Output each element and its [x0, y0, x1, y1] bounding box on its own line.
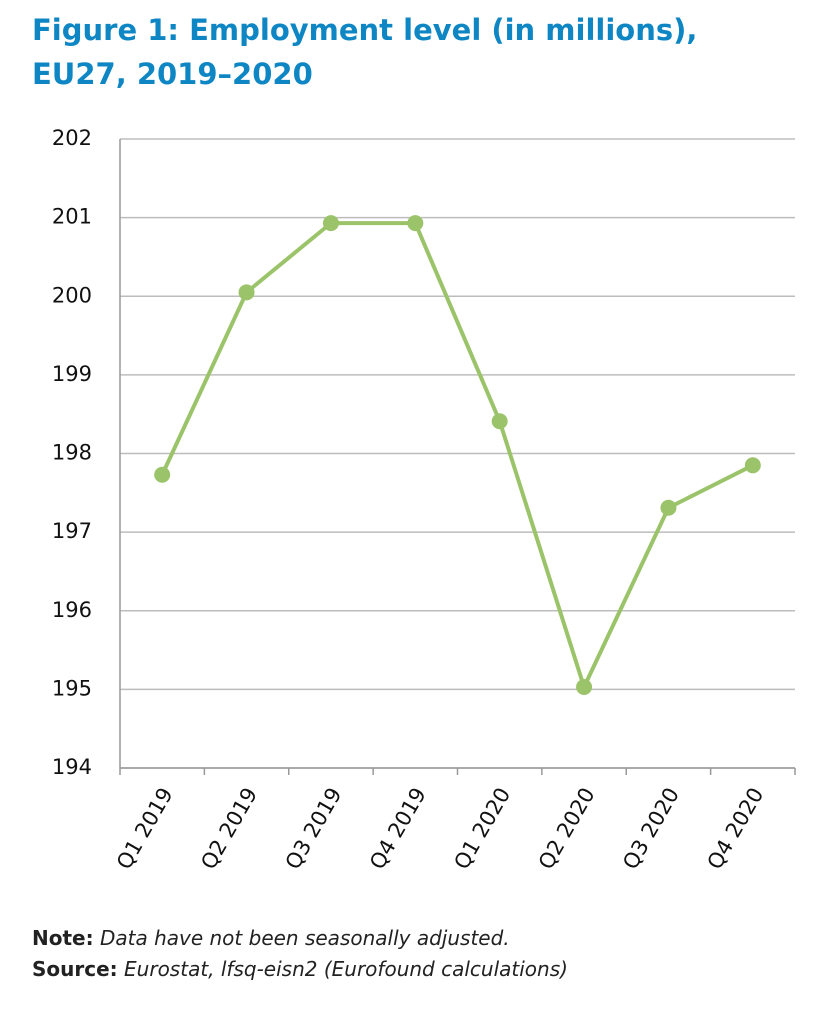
data-point — [576, 679, 593, 696]
x-tick-label: Q3 2020 — [618, 784, 684, 874]
x-tick-label: Q1 2020 — [449, 784, 515, 874]
data-point — [407, 215, 424, 232]
x-tick-label: Q3 2019 — [281, 784, 347, 874]
x-tick-label: Q2 2020 — [534, 784, 600, 874]
y-tick-label: 196 — [52, 598, 92, 622]
note: Note: Data have not been seasonally adju… — [32, 926, 510, 950]
y-tick-label: 197 — [52, 519, 92, 543]
source: Source: Eurostat, lfsq-eisn2 (Eurofound … — [32, 957, 568, 981]
data-point — [238, 284, 255, 301]
chart-title: Figure 1: Employment level (in millions)… — [32, 13, 698, 91]
note-label: Note: — [32, 926, 94, 950]
y-tick-label: 199 — [52, 362, 92, 386]
x-tick-label: Q4 2019 — [365, 784, 431, 874]
x-tick-label: Q4 2020 — [703, 784, 769, 874]
y-tick-label: 194 — [52, 755, 92, 779]
data-point — [744, 457, 761, 474]
data-point — [491, 413, 508, 430]
x-tick-label: Q2 2019 — [196, 784, 262, 874]
source-text: Eurostat, lfsq-eisn2 (Eurofound calculat… — [124, 957, 568, 981]
series-line — [160, 221, 754, 690]
data-point — [322, 215, 339, 232]
note-text: Data have not been seasonally adjusted. — [99, 926, 510, 950]
data-point — [154, 466, 171, 483]
data-point — [660, 499, 677, 516]
y-tick-label: 201 — [52, 205, 92, 229]
y-tick-label: 195 — [52, 676, 92, 700]
x-tick-label: Q1 2019 — [112, 784, 178, 874]
source-label: Source: — [32, 957, 118, 981]
y-tick-label: 200 — [52, 283, 92, 307]
y-tick-label: 202 — [52, 126, 92, 150]
y-tick-label: 198 — [52, 441, 92, 465]
